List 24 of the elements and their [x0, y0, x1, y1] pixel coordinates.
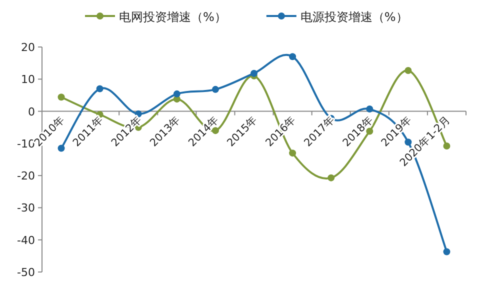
point	[96, 85, 104, 92]
y-tick-label: -30	[17, 202, 35, 215]
point	[289, 150, 296, 157]
point	[212, 86, 219, 93]
point	[366, 106, 374, 113]
y-tick-label: 10	[21, 73, 35, 86]
point	[443, 142, 450, 150]
point	[366, 128, 374, 135]
y-tick-label: 0	[28, 105, 35, 118]
point	[404, 66, 412, 74]
legend-label: 电源投资增速（%）	[300, 10, 408, 24]
point	[328, 174, 335, 182]
point	[58, 94, 65, 101]
point	[289, 53, 296, 60]
y-tick-label: -50	[17, 266, 35, 279]
y-tick-label: -40	[17, 234, 35, 247]
point	[250, 70, 258, 77]
point	[212, 127, 219, 134]
y-tick-label: -20	[17, 170, 35, 183]
point	[443, 248, 450, 256]
legend-label: 电网投资增速（%）	[119, 10, 226, 24]
point	[58, 144, 65, 152]
point	[173, 90, 180, 98]
y-tick-label: 20	[21, 41, 35, 54]
